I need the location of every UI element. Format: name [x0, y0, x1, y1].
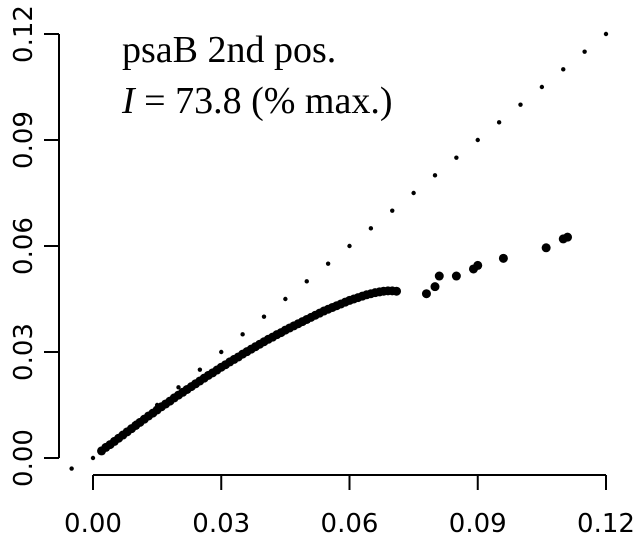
x-tick-label: 0.09 [449, 509, 507, 539]
data-point [473, 260, 483, 270]
reference-dot [454, 155, 459, 160]
reference-dot [475, 137, 480, 143]
ticks: 0.00 0.03 0.06 0.09 0.12 0.00 0.03 0.06 0.09 0.12 [9, 5, 635, 539]
x-tick-label: 0.00 [64, 509, 122, 539]
x-tick-label: 0.06 [321, 509, 379, 539]
y-tick-label: 0.12 [9, 5, 39, 63]
annotation-rest: = 73.8 (% max.) [135, 80, 393, 122]
reference-dot [69, 466, 74, 471]
y-tick-label: 0.06 [9, 217, 39, 275]
reference-dot [368, 226, 374, 231]
data-points [69, 31, 609, 471]
reference-dot [411, 190, 416, 196]
reference-dot [90, 455, 96, 461]
data-point [430, 282, 440, 292]
data-point [434, 271, 444, 281]
reference-dot [347, 243, 352, 249]
reference-dot [261, 314, 267, 319]
reference-dot [496, 120, 502, 125]
reference-dot [325, 261, 331, 266]
reference-dot [582, 49, 587, 54]
x-tick-label: 0.12 [577, 509, 635, 539]
reference-dot [518, 102, 523, 107]
y-tick-label: 0.09 [9, 111, 39, 169]
y-tick-label: 0.00 [9, 429, 39, 487]
data-point [541, 243, 551, 253]
data-point [563, 232, 573, 242]
reference-dot [240, 332, 245, 337]
reference-dot [176, 385, 181, 390]
data-point [498, 253, 508, 263]
annotation-line-1: psaB 2nd pos. [122, 29, 336, 71]
annotation: psaB 2nd pos. I = 73.8 (% max.) [121, 29, 392, 122]
reference-dot [197, 367, 203, 372]
reference-dot [219, 349, 224, 355]
reference-dot [561, 67, 566, 72]
data-point [451, 271, 461, 281]
reference-dot [432, 173, 438, 178]
annotation-line-2: I = 73.8 (% max.) [121, 80, 392, 122]
reference-dot [304, 279, 309, 284]
annotation-italic-i: I [121, 80, 137, 122]
y-tick-label: 0.03 [9, 323, 39, 381]
reference-dot [283, 296, 288, 302]
data-point [421, 289, 431, 299]
data-point [392, 286, 402, 296]
reference-dot [603, 31, 609, 37]
reference-dot [390, 208, 395, 213]
x-tick-label: 0.03 [192, 509, 250, 539]
reference-dot [539, 84, 545, 90]
